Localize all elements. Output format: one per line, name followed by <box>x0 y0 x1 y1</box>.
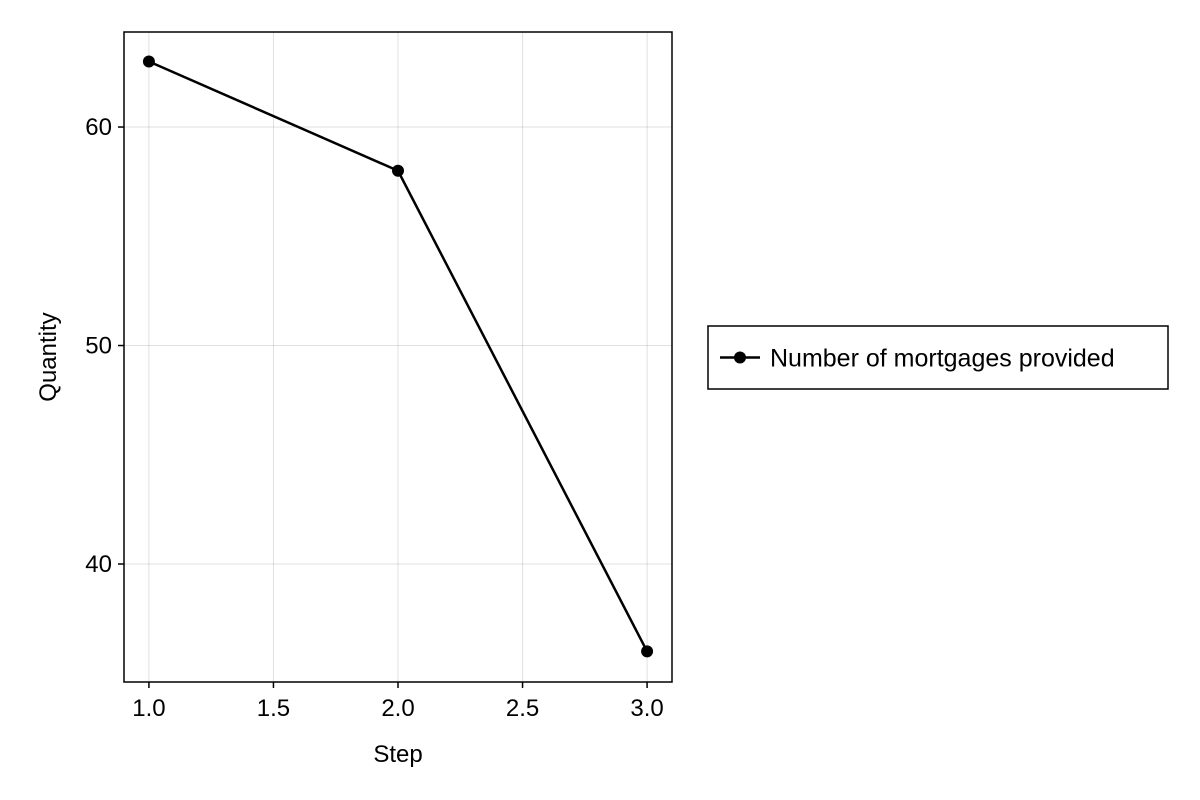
y-tick-label: 40 <box>85 551 112 578</box>
x-tick-label: 1.5 <box>257 695 290 722</box>
series-layer <box>142 55 654 658</box>
x-tick-label: 3.0 <box>630 695 663 722</box>
x-tick-label: 2.0 <box>381 695 414 722</box>
y-axis-title: Quantity <box>35 312 62 401</box>
x-tick-label: 2.5 <box>506 695 539 722</box>
legend-label: Number of mortgages provided <box>770 345 1115 373</box>
legend-marker-swatch <box>734 351 746 364</box>
legend: Number of mortgages provided <box>707 325 1169 390</box>
x-tick-label: 1.0 <box>132 695 165 722</box>
y-axis-ticks: 40 50 60 <box>85 114 124 578</box>
y-tick-label: 50 <box>85 333 112 360</box>
x-axis-ticks: 1.0 1.5 2.0 2.5 3.0 <box>132 682 664 722</box>
legend-box <box>707 325 1169 390</box>
y-tick-label: 60 <box>85 114 112 141</box>
data-point-marker <box>641 645 654 658</box>
gridlines <box>124 32 672 682</box>
x-axis-title: Step <box>373 741 422 768</box>
data-point-marker <box>142 55 155 68</box>
data-point-marker <box>392 164 404 177</box>
